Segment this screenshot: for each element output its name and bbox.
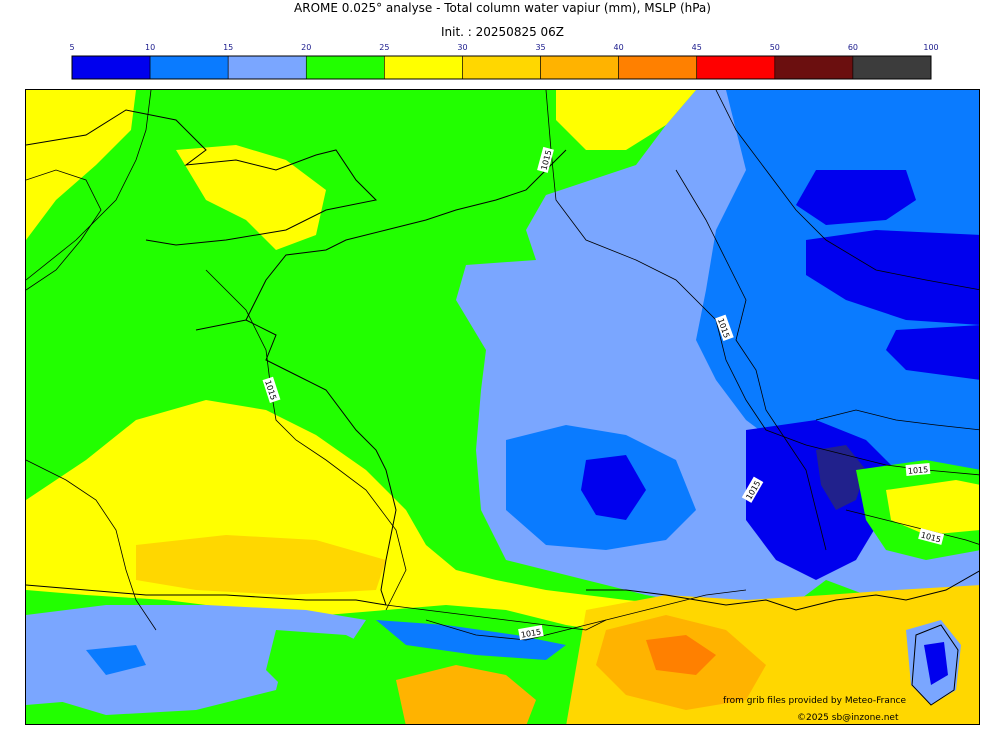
field-deep-orange: [646, 635, 716, 675]
legend-swatch: [305, 55, 385, 80]
field-yellow-po: [886, 480, 979, 535]
isobar-1015-west: [26, 90, 152, 281]
field-gold-biscay: [136, 535, 386, 595]
isobar-1015-alps: [805, 444, 979, 476]
chart-title: AROME 0.025° analyse - Total column wate…: [294, 1, 711, 15]
legend-swatch: [618, 55, 698, 80]
legend-tick-label: 50: [770, 43, 780, 52]
border-italy: [815, 409, 979, 431]
legend-frame: [71, 55, 932, 80]
legend-tick-label: 30: [457, 43, 467, 52]
field-blue-pyrenees-east: [376, 620, 566, 660]
isobar-1015-central: [545, 90, 807, 446]
isobar-1015-south: [26, 459, 157, 631]
field-darkblue-east-edge: [886, 325, 979, 380]
legend-tick-label: 20: [301, 43, 311, 52]
legend-swatch: [774, 55, 854, 80]
isobar-label: 1015: [518, 625, 544, 641]
legend-tick-label: 5: [69, 43, 74, 52]
field-darkblue-germany: [796, 170, 916, 225]
field-green-iberia: [266, 630, 386, 700]
legend-tick-label: 25: [379, 43, 389, 52]
coastline-corsica: [911, 624, 959, 706]
legend-tick-label: 35: [535, 43, 545, 52]
svg-text:1015: 1015: [520, 627, 542, 639]
field-yellow-north-sea: [556, 90, 696, 150]
legend-swatch: [384, 55, 463, 80]
coastline-channel: [245, 149, 567, 321]
field-darkblue-alps: [746, 420, 896, 580]
field-yellow-channel: [176, 145, 326, 250]
legend-tick-label: 60: [848, 43, 858, 52]
field-darkblue-corsica: [924, 642, 948, 685]
legend-swatch: [696, 55, 776, 80]
field-yellow-northwest: [26, 90, 136, 240]
coastline-ireland: [26, 169, 102, 291]
legend-tick-label: 40: [614, 43, 624, 52]
legend-tick-label: 100: [923, 43, 938, 52]
coastline-mediterranean: [586, 570, 979, 611]
map-canvas: 1015 1015 1015 1015 1015 1015 1015: [26, 90, 979, 724]
legend-swatch: [149, 55, 229, 80]
init-time: Init. : 20250825 06Z: [440, 25, 565, 39]
border-east: [675, 169, 827, 551]
color-legend: 5 10 15 20 25 30 35 40 45 50 60 100: [69, 43, 939, 80]
coastline-england: [26, 109, 378, 246]
field-grey-alps: [816, 445, 866, 510]
legend-swatch: [852, 55, 932, 80]
field-darkblue-central: [581, 455, 646, 520]
isobar-1015-southwest: [205, 269, 407, 611]
weather-map: 1015 1015 1015 1015 1015 1015 1015: [25, 89, 980, 725]
legend-swatch: [462, 55, 541, 80]
legend-swatch: [71, 55, 151, 80]
legend-swatch: [540, 55, 619, 80]
legend-swatch: [227, 55, 307, 80]
isobar-label: 1015: [905, 462, 931, 477]
copyright-credit: ©2025 sb@inzone.net: [797, 713, 899, 723]
svg-text:1015: 1015: [908, 465, 929, 476]
border-spain-france: [385, 604, 607, 631]
coastline-france: [195, 319, 397, 606]
data-source-credit: from grib files provided by Meteo-France: [723, 696, 907, 706]
field-orange-spain: [396, 665, 536, 724]
legend-tick-label: 45: [692, 43, 702, 52]
isobar-1015-mediterranean: [425, 589, 747, 641]
legend-tick-label: 10: [145, 43, 155, 52]
legend-tick-label: 15: [223, 43, 233, 52]
border-germany: [715, 90, 979, 291]
field-darkblue-pyrenees: [86, 645, 146, 675]
coastline-spain: [26, 584, 387, 606]
